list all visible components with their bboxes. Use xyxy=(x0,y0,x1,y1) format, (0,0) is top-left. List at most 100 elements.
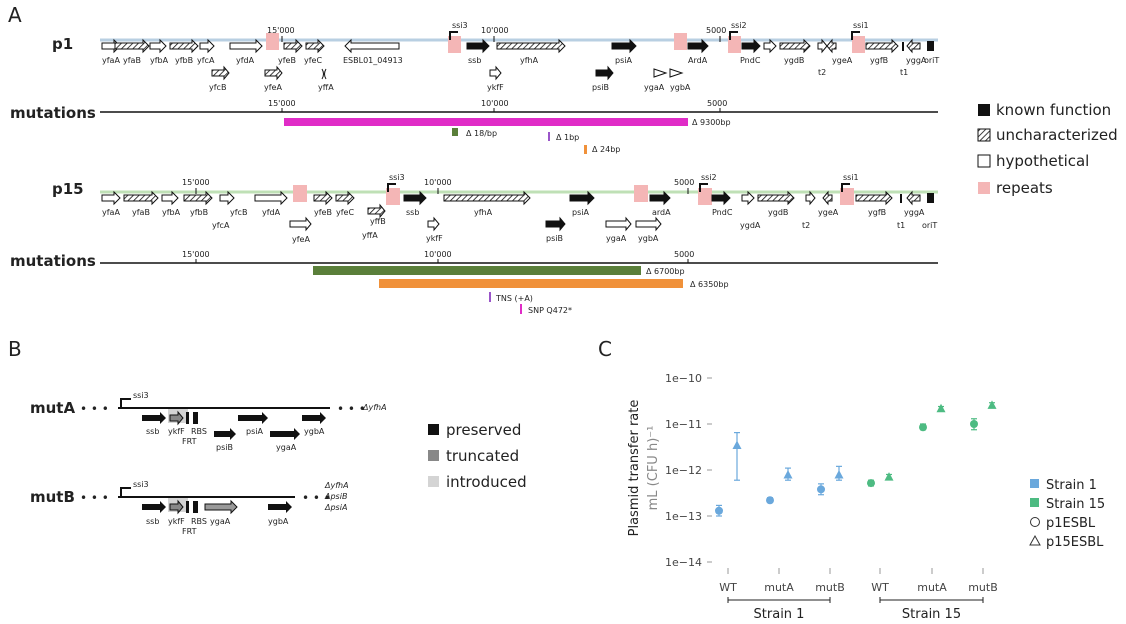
y-axis-ticks: 1e−14 1e−13 1e−12 1e−11 1e−10 xyxy=(665,372,712,569)
p15-gene-labels-bottom: yfcA yfeA yffB yffA ykfF psiB ygaA ygbA … xyxy=(212,217,761,244)
svg-text:t1: t1 xyxy=(900,68,908,77)
track-label-p1: p1 xyxy=(52,35,73,53)
p1-deletion-9300bp-label: Δ 9300bp xyxy=(692,118,731,127)
mutA-note: ΔyfhA xyxy=(362,403,387,412)
p1-deletion-1bp xyxy=(548,132,550,141)
svg-text:yggA: yggA xyxy=(904,208,925,217)
svg-text:psiA: psiA xyxy=(615,56,632,65)
panel-c-legend: Strain 1 Strain 15 p1ESBL p15ESBL xyxy=(1029,478,1105,550)
svg-text:yfaB: yfaB xyxy=(123,56,141,65)
svg-text:yfaA: yfaA xyxy=(102,56,120,65)
mutA-genes xyxy=(142,410,326,440)
svg-text:ssb: ssb xyxy=(146,517,159,526)
p1-mutations-label: mutations xyxy=(10,104,96,122)
legend-strain-15: Strain 15 xyxy=(1046,497,1105,512)
svg-text:ygeA: ygeA xyxy=(818,208,839,217)
svg-text:ygdB: ygdB xyxy=(768,208,788,217)
y-tick-label: 1e−13 xyxy=(665,510,702,523)
svg-text:FRT: FRT xyxy=(182,527,197,536)
svg-text:ArdA: ArdA xyxy=(688,56,708,65)
legend-introduced: introduced xyxy=(446,473,527,491)
gene-psiA xyxy=(611,38,637,54)
svg-text:PndC: PndC xyxy=(712,208,733,217)
svg-text:15'000: 15'000 xyxy=(182,178,210,187)
svg-text:ykfF: ykfF xyxy=(168,517,185,526)
svg-text:ygeA: ygeA xyxy=(832,56,853,65)
track-label-p15: p15 xyxy=(52,180,84,198)
legend-repeats-swatch xyxy=(978,182,990,194)
legend-circle-icon xyxy=(1030,517,1040,527)
svg-text:ygbA: ygbA xyxy=(670,83,691,92)
svg-text:ykfF: ykfF xyxy=(168,427,185,436)
p1-ssi2-label: ssi2 xyxy=(731,21,747,30)
legend-p1esbl: p1ESBL xyxy=(1046,516,1096,531)
panel-letter-a: A xyxy=(8,3,22,27)
gene-ArdA xyxy=(687,38,709,54)
gene-yfeB xyxy=(283,38,303,54)
legend-hypothetical: hypothetical xyxy=(996,152,1089,170)
p1-coordinate-ticks: 15'000 10'000 5000 xyxy=(267,26,726,42)
svg-text:ykfF: ykfF xyxy=(487,83,504,92)
gene-yfbB xyxy=(169,38,199,54)
data-point-triangle xyxy=(732,440,742,449)
svg-text:yfeC: yfeC xyxy=(304,56,322,65)
svg-text:ssi2: ssi2 xyxy=(701,173,717,182)
svg-text:psiB: psiB xyxy=(546,234,563,243)
x-category-label: mutB xyxy=(968,581,998,594)
mutB-gene-labels: ssb ykfF RBS FRT ygaA ygbA xyxy=(146,517,289,536)
gene-yggA xyxy=(906,38,921,54)
svg-text:RBS: RBS xyxy=(191,427,207,436)
panel-letter-c: C xyxy=(598,337,612,361)
svg-text:yfhA: yfhA xyxy=(474,208,493,217)
svg-text:5000: 5000 xyxy=(674,178,694,187)
svg-text:10'000: 10'000 xyxy=(481,99,509,108)
svg-text:ardA: ardA xyxy=(652,208,671,217)
p15-genes-top xyxy=(101,190,934,206)
gene-ssb xyxy=(466,38,490,54)
gene-yfbA xyxy=(149,38,167,54)
svg-text:ygbA: ygbA xyxy=(638,234,659,243)
svg-text:15'000: 15'000 xyxy=(268,99,296,108)
svg-text:FRT: FRT xyxy=(182,437,197,446)
gene-yfeC xyxy=(305,38,325,54)
p1-coord-2: 10'000 xyxy=(481,26,509,35)
gene-oriT xyxy=(927,41,934,51)
p1-deletion-18bp-label: Δ 18/bp xyxy=(466,129,497,138)
p15-ssi-sites: ssi3 ssi2 ssi1 xyxy=(387,173,859,192)
svg-text:ssi1: ssi1 xyxy=(843,173,859,182)
svg-text:psiA: psiA xyxy=(246,427,263,436)
gene-ygfB xyxy=(865,38,899,54)
legend-known-function: known function xyxy=(996,101,1111,119)
svg-text:ygaA: ygaA xyxy=(276,443,297,452)
p15-snp-mark xyxy=(520,304,522,314)
svg-text:yffB: yffB xyxy=(370,217,386,226)
svg-text:yffA: yffA xyxy=(362,231,378,240)
svg-text:10'000: 10'000 xyxy=(424,178,452,187)
svg-text:yfcB: yfcB xyxy=(230,208,247,217)
p15-mutations-label: mutations xyxy=(10,252,96,270)
svg-text:yfbA: yfbA xyxy=(150,56,169,65)
legend-triangle-icon xyxy=(1029,534,1041,546)
svg-text:yfaB: yfaB xyxy=(132,208,150,217)
p1-genes-bottom xyxy=(211,65,684,81)
y-axis-title-unit: mL (CFU h)⁻¹ xyxy=(646,426,661,511)
y-tick-label: 1e−12 xyxy=(665,464,702,477)
svg-text:yfbB: yfbB xyxy=(175,56,193,65)
legend-strain1-swatch xyxy=(1030,479,1039,488)
panel-b-legend: preserved truncated introduced xyxy=(428,421,527,491)
gene-ygeA xyxy=(826,38,837,54)
mutA-ssi3-arrow xyxy=(120,398,131,408)
svg-text:ygfB: ygfB xyxy=(868,208,886,217)
p1-ssi-sites: ssi3 ssi2 ssi1 xyxy=(449,21,869,40)
gene-ygdA-p1 xyxy=(763,38,777,54)
p1-mutation-ticks: 15'000 10'000 5000 xyxy=(268,99,727,112)
svg-text:ssb: ssb xyxy=(468,56,481,65)
svg-text:yfcA: yfcA xyxy=(212,221,230,230)
p15-deletion-6350bp xyxy=(379,279,683,288)
data-point-triangle xyxy=(783,469,793,479)
svg-text:yfbB: yfbB xyxy=(190,208,208,217)
svg-text:ΔyfhA: ΔyfhA xyxy=(324,481,349,490)
legend-strain-1: Strain 1 xyxy=(1046,478,1097,493)
svg-text:oriT: oriT xyxy=(924,56,939,65)
legend-preserved: preserved xyxy=(446,421,521,439)
